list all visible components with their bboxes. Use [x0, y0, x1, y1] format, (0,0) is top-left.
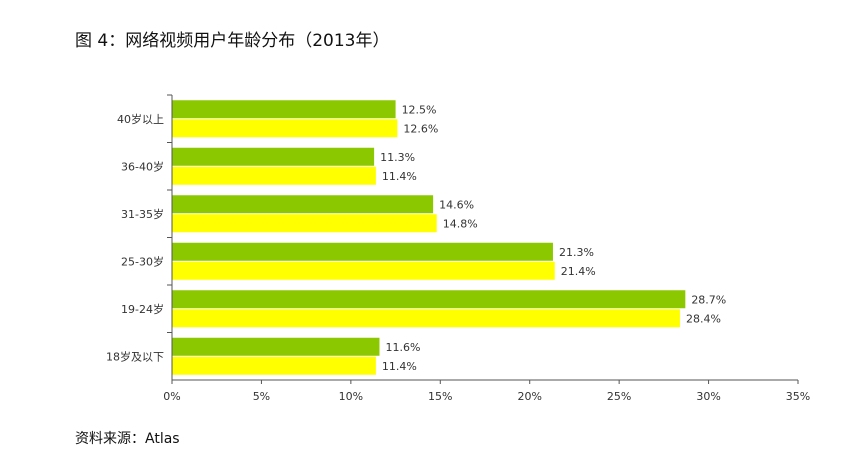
x-tick-label-3: 15% [428, 390, 452, 403]
data-label-4-series-0: 28.7% [691, 293, 726, 306]
bar-3-series-0 [172, 242, 553, 261]
bar-0-series-1 [172, 119, 398, 138]
x-tick-label-1: 5% [253, 390, 270, 403]
data-label-3-series-1: 21.4% [561, 265, 596, 278]
bar-5-series-1 [172, 356, 376, 375]
bar-1-series-1 [172, 166, 376, 185]
data-label-3-series-0: 21.3% [559, 246, 594, 259]
category-label-4: 19-24岁 [121, 302, 164, 316]
x-tick-label-0: 0% [163, 390, 180, 403]
x-tick-label-4: 20% [517, 390, 541, 403]
bar-1-series-0 [172, 147, 375, 166]
bar-0-series-0 [172, 100, 396, 119]
category-label-5: 18岁及以下 [106, 349, 164, 363]
x-tick-label-7: 35% [786, 390, 810, 403]
data-label-5-series-1: 11.4% [382, 360, 417, 373]
data-label-1-series-1: 11.4% [382, 170, 417, 183]
data-label-5-series-0: 11.6% [385, 341, 420, 354]
bar-4-series-1 [172, 309, 680, 328]
data-label-0-series-0: 12.5% [402, 103, 437, 116]
data-label-4-series-1: 28.4% [686, 312, 721, 325]
data-label-2-series-0: 14.6% [439, 198, 474, 211]
x-tick-label-2: 10% [339, 390, 363, 403]
bar-3-series-1 [172, 261, 555, 280]
data-label-0-series-1: 12.6% [403, 122, 438, 135]
category-label-3: 25-30岁 [121, 254, 164, 268]
data-label-1-series-0: 11.3% [380, 151, 415, 164]
x-tick-label-6: 30% [696, 390, 720, 403]
category-label-0: 40岁以上 [117, 112, 164, 126]
bar-4-series-0 [172, 290, 686, 309]
bar-5-series-0 [172, 337, 380, 356]
source-note: 资料来源：Atlas [75, 431, 180, 447]
chart-title: 图 4：网络视频用户年龄分布（2013年） [75, 31, 390, 51]
category-label-1: 36-40岁 [121, 159, 164, 173]
category-label-2: 31-35岁 [121, 207, 164, 221]
bar-2-series-0 [172, 195, 434, 214]
x-tick-label-5: 25% [607, 390, 631, 403]
bar-2-series-1 [172, 214, 437, 233]
data-label-2-series-1: 14.8% [443, 217, 478, 230]
